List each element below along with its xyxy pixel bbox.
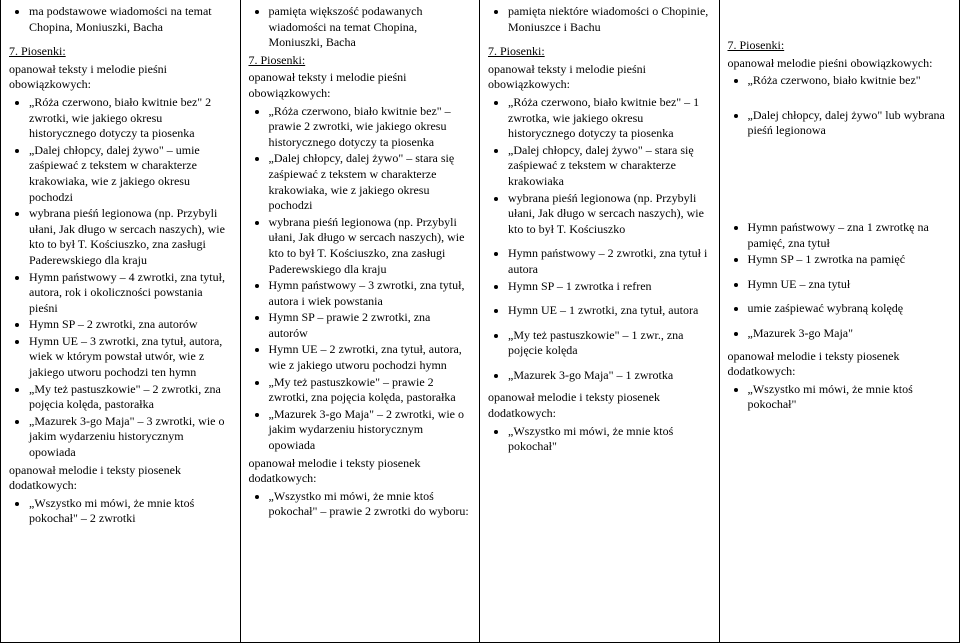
sub-heading: opanował teksty i melodie pieśni obowiąz… (9, 62, 232, 93)
list-item: „Róża czerwono, biało kwitnie bez" – 1 z… (508, 95, 711, 142)
list-item: Hymn państwowy – 4 zwrotki, zna tytuł, a… (29, 270, 232, 317)
section-heading: 7. Piosenki: (728, 38, 952, 54)
list-item: „Mazurek 3-go Maja" (748, 326, 952, 342)
list-item: „Dalej chłopcy, dalej żywo" – stara się … (508, 143, 711, 190)
list-item: „Dalej chłopcy, dalej żywo" – umie zaśpi… (29, 143, 232, 205)
list-item: Hymn UE – zna tytuł (748, 277, 952, 293)
list-item: „Wszystko mi mówi, że mnie ktoś pokochał… (508, 424, 711, 455)
column-2: pamięta większość podawanych wiadomości … (241, 0, 481, 642)
list-item: „My też pastuszkowie" – prawie 2 zwrotki… (269, 375, 472, 406)
list-item: „Wszystko mi mówi, że mnie ktoś pokochał… (748, 382, 952, 413)
section-heading: 7. Piosenki: (488, 44, 711, 60)
list-item: „Róża czerwono, biało kwitnie bez" – pra… (269, 104, 472, 151)
list-item: „My też pastuszkowie" – 2 zwrotki, zna p… (29, 382, 232, 413)
list-item: „Mazurek 3-go Maja" – 3 zwrotki, wie o j… (29, 414, 232, 461)
sub-heading: opanował teksty i melodie pieśni obowiąz… (249, 70, 472, 101)
column-1: ma podstawowe wiadomości na temat Chopin… (1, 0, 241, 642)
list-item: Hymn SP – 2 zwrotki, zna autorów (29, 317, 232, 333)
list-item: „Mazurek 3-go Maja" – 2 zwrotki, wie o j… (269, 407, 472, 454)
sub-heading: opanował melodie pieśni obowiązkowych: (728, 56, 952, 72)
list-item: „Róża czerwono, biało kwitnie bez" 2 zwr… (29, 95, 232, 142)
list-item: pamięta niektóre wiadomości o Chopinie, … (508, 4, 711, 35)
rubric-table: ma podstawowe wiadomości na temat Chopin… (0, 0, 960, 643)
list-item: „Wszystko mi mówi, że mnie ktoś pokochał… (29, 496, 232, 527)
list-item: Hymn UE – 3 zwrotki, zna tytuł, autora, … (29, 334, 232, 381)
list-item: „Dalej chłopcy, dalej żywo" lub wybrana … (748, 108, 952, 139)
list-item: Hymn państwowy – 3 zwrotki, zna tytuł, a… (269, 278, 472, 309)
list-item: Hymn SP – prawie 2 zwrotki, zna autorów (269, 310, 472, 341)
list-item: „Wszystko mi mówi, że mnie ktoś pokochał… (269, 489, 472, 520)
section-heading: 7. Piosenki: (9, 44, 232, 60)
list-item: Hymn UE – 1 zwrotki, zna tytuł, autora (508, 303, 711, 319)
list-item: Hymn SP – 1 zwrotka i refren (508, 279, 711, 295)
sub-heading: opanował melodie i teksty piosenek dodat… (9, 463, 232, 494)
list-item: „Dalej chłopcy, dalej żywo" – stara się … (269, 151, 472, 213)
list-item: wybrana pieśń legionowa (np. Przybyli uł… (508, 191, 711, 238)
sub-heading: opanował melodie i teksty piosenek dodat… (728, 349, 952, 380)
list-item: wybrana pieśń legionowa (np. Przybyli uł… (29, 206, 232, 268)
list-item: pamięta większość podawanych wiadomości … (269, 4, 472, 51)
column-3: pamięta niektóre wiadomości o Chopinie, … (480, 0, 720, 642)
sub-heading: opanował melodie i teksty piosenek dodat… (249, 456, 472, 487)
list-item: ma podstawowe wiadomości na temat Chopin… (29, 4, 232, 35)
list-item: Hymn UE – 2 zwrotki, zna tytuł, autora, … (269, 342, 472, 373)
sub-heading: opanował teksty i melodie pieśni obowiąz… (488, 62, 711, 93)
list-item: Hymn państwowy – zna 1 zwrotkę na pamięć… (748, 220, 952, 251)
list-item: „Mazurek 3-go Maja" – 1 zwrotka (508, 368, 711, 384)
column-4: 7. Piosenki: opanował melodie pieśni obo… (720, 0, 960, 642)
list-item: Hymn państwowy – 2 zwrotki, zna tytuł i … (508, 246, 711, 277)
section-heading: 7. Piosenki: (249, 53, 472, 69)
list-item: „Róża czerwono, biało kwitnie bez" (748, 73, 952, 89)
list-item: umie zaśpiewać wybraną kolędę (748, 301, 952, 317)
sub-heading: opanował melodie i teksty piosenek dodat… (488, 390, 711, 421)
list-item: Hymn SP – 1 zwrotka na pamięć (748, 252, 952, 268)
list-item: wybrana pieśń legionowa (np. Przybyli uł… (269, 215, 472, 277)
list-item: „My też pastuszkowie" – 1 zwr., zna poję… (508, 328, 711, 359)
